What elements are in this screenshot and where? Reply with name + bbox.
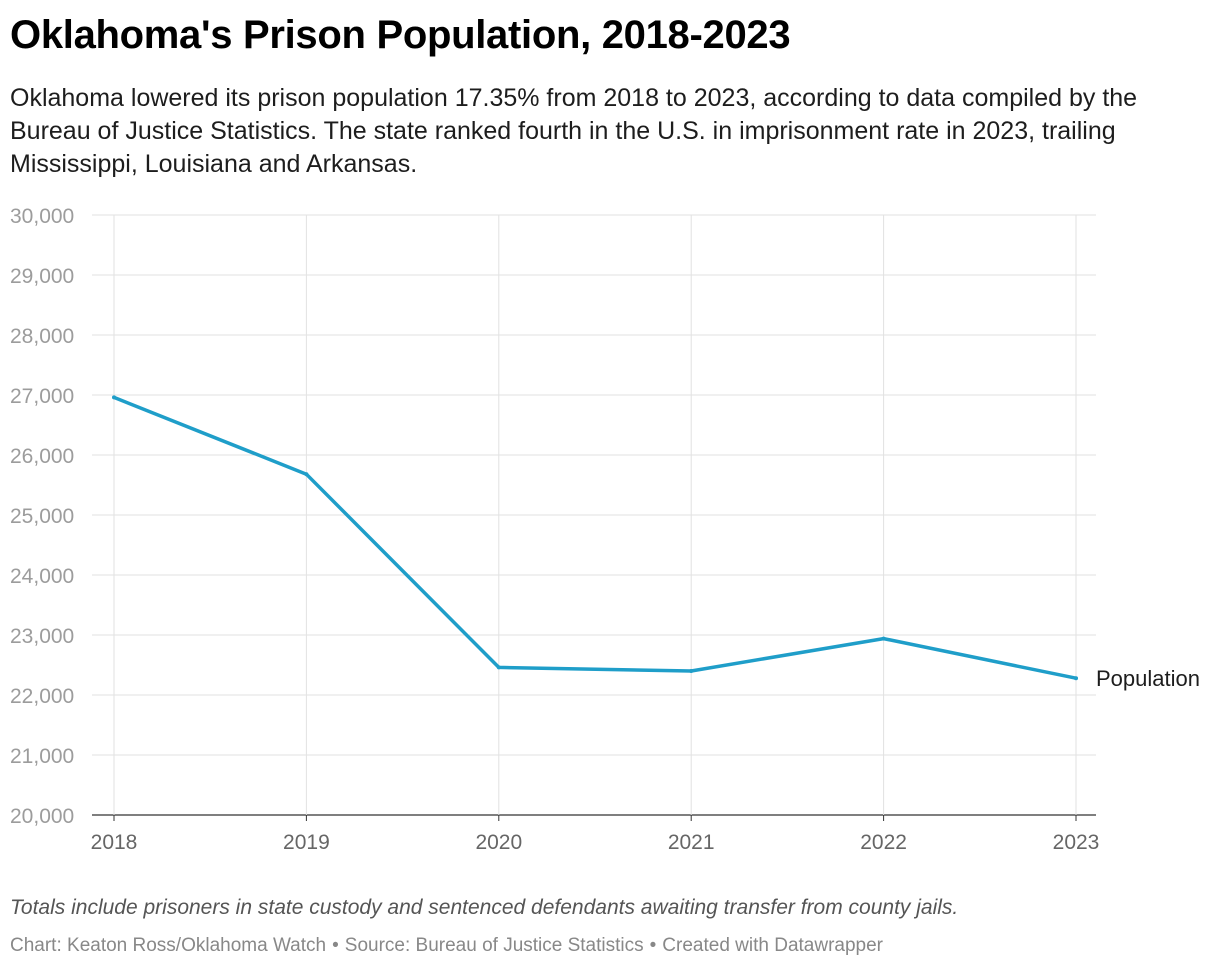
data-point — [304, 472, 309, 477]
chart-title: Oklahoma's Prison Population, 2018-2023 — [10, 13, 791, 57]
x-tick-label: 2022 — [860, 831, 907, 854]
y-tick-label: 29,000 — [10, 265, 74, 288]
y-tick-label: 27,000 — [10, 385, 74, 408]
line-chart: 20,000 21,000 22,000 23,000 24,000 25,000 26,0… — [10, 205, 1200, 854]
y-tick-label: 22,000 — [10, 685, 74, 708]
chart-footer: Chart: Keaton Ross/Oklahoma Watch • Source… — [10, 935, 883, 957]
series-line-population — [112, 395, 1078, 680]
separator: • — [649, 935, 657, 956]
x-tick-label: 2019 — [283, 831, 330, 854]
series-label: Population — [1096, 666, 1200, 691]
x-tick-label: 2023 — [1053, 831, 1100, 854]
tool-credit-text: Created with Datawrapper — [662, 935, 884, 956]
y-axis-ticks: 20,000 21,000 22,000 23,000 24,000 25,000 26,0… — [10, 205, 74, 828]
y-tick-label: 28,000 — [10, 325, 74, 348]
data-point — [112, 395, 116, 400]
gridlines — [92, 214, 1096, 821]
y-tick-label: 30,000 — [10, 205, 74, 228]
source-text: Source: Bureau of Justice Statistics — [344, 935, 644, 956]
separator: • — [332, 935, 339, 956]
data-point — [1074, 676, 1078, 681]
y-tick-label: 21,000 — [10, 745, 74, 768]
x-axis-ticks: 2018 2019 2020 2021 2022 2023 — [91, 831, 1100, 854]
y-tick-label: 23,000 — [10, 625, 74, 648]
x-tick-label: 2021 — [668, 831, 715, 854]
data-point — [881, 636, 886, 641]
y-tick-label: 25,000 — [10, 505, 74, 528]
x-tick-label: 2018 — [91, 831, 138, 854]
chart-subtitle: Oklahoma lowered its prison population 1… — [10, 84, 1138, 178]
y-tick-label: 26,000 — [10, 445, 74, 468]
series-lines: Population — [112, 395, 1200, 691]
data-point — [689, 669, 694, 673]
data-point — [496, 665, 501, 670]
x-tick-label: 2020 — [475, 831, 522, 854]
y-tick-label: 24,000 — [10, 565, 74, 588]
chart-note: Totals include prisoners in state custod… — [10, 896, 959, 919]
y-tick-label: 20,000 — [10, 805, 74, 828]
credit-text: Chart: Keaton Ross/Oklahoma Watch — [10, 935, 327, 956]
